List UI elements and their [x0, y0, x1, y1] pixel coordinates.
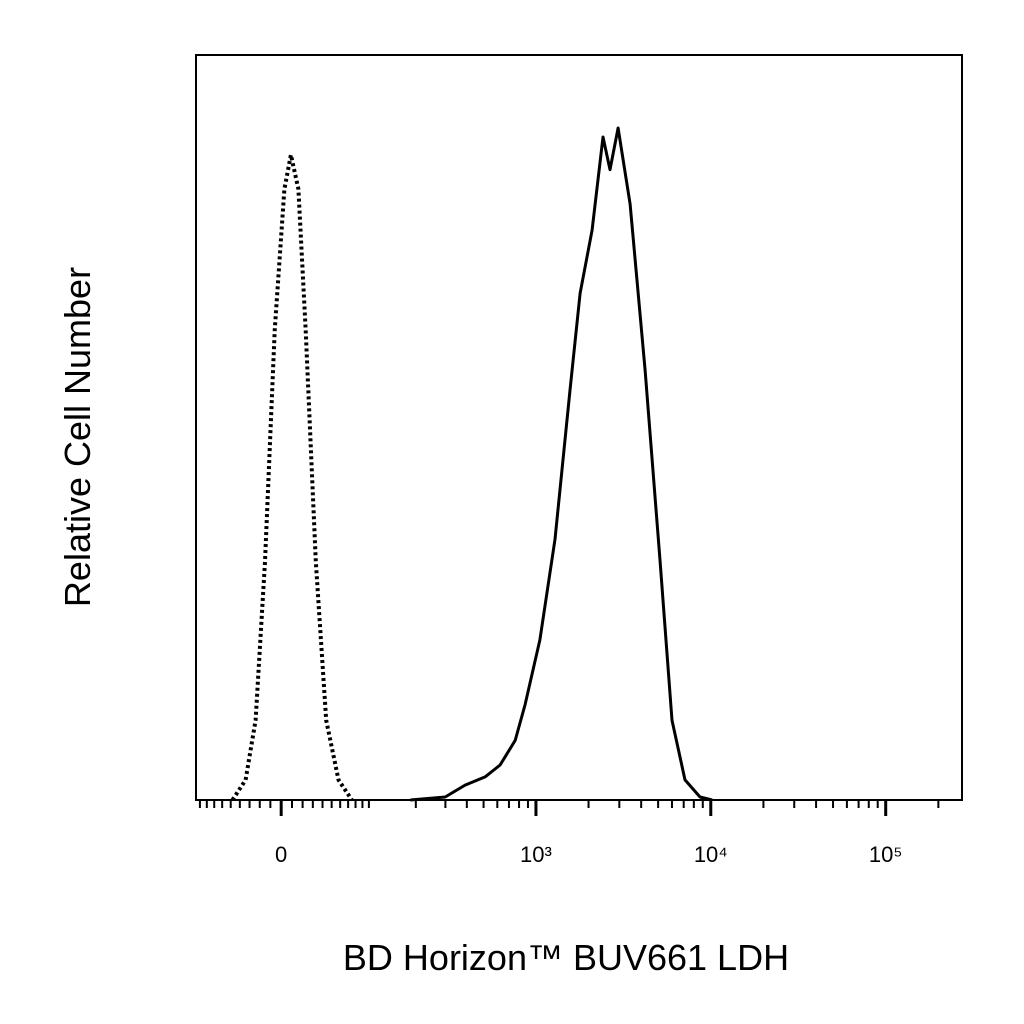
x-tick-label: 10³: [520, 842, 552, 867]
histogram-line: [230, 152, 354, 802]
histogram-line: [410, 126, 713, 802]
x-tick-label: 0: [275, 842, 287, 867]
y-axis-label: Relative Cell Number: [57, 267, 98, 607]
x-tick-label: 10⁵: [869, 842, 903, 867]
plot-frame: [195, 54, 963, 801]
x-tick-label: 10⁴: [694, 842, 728, 867]
x-axis-label: BD Horizon™ BUV661 LDH: [343, 937, 789, 978]
